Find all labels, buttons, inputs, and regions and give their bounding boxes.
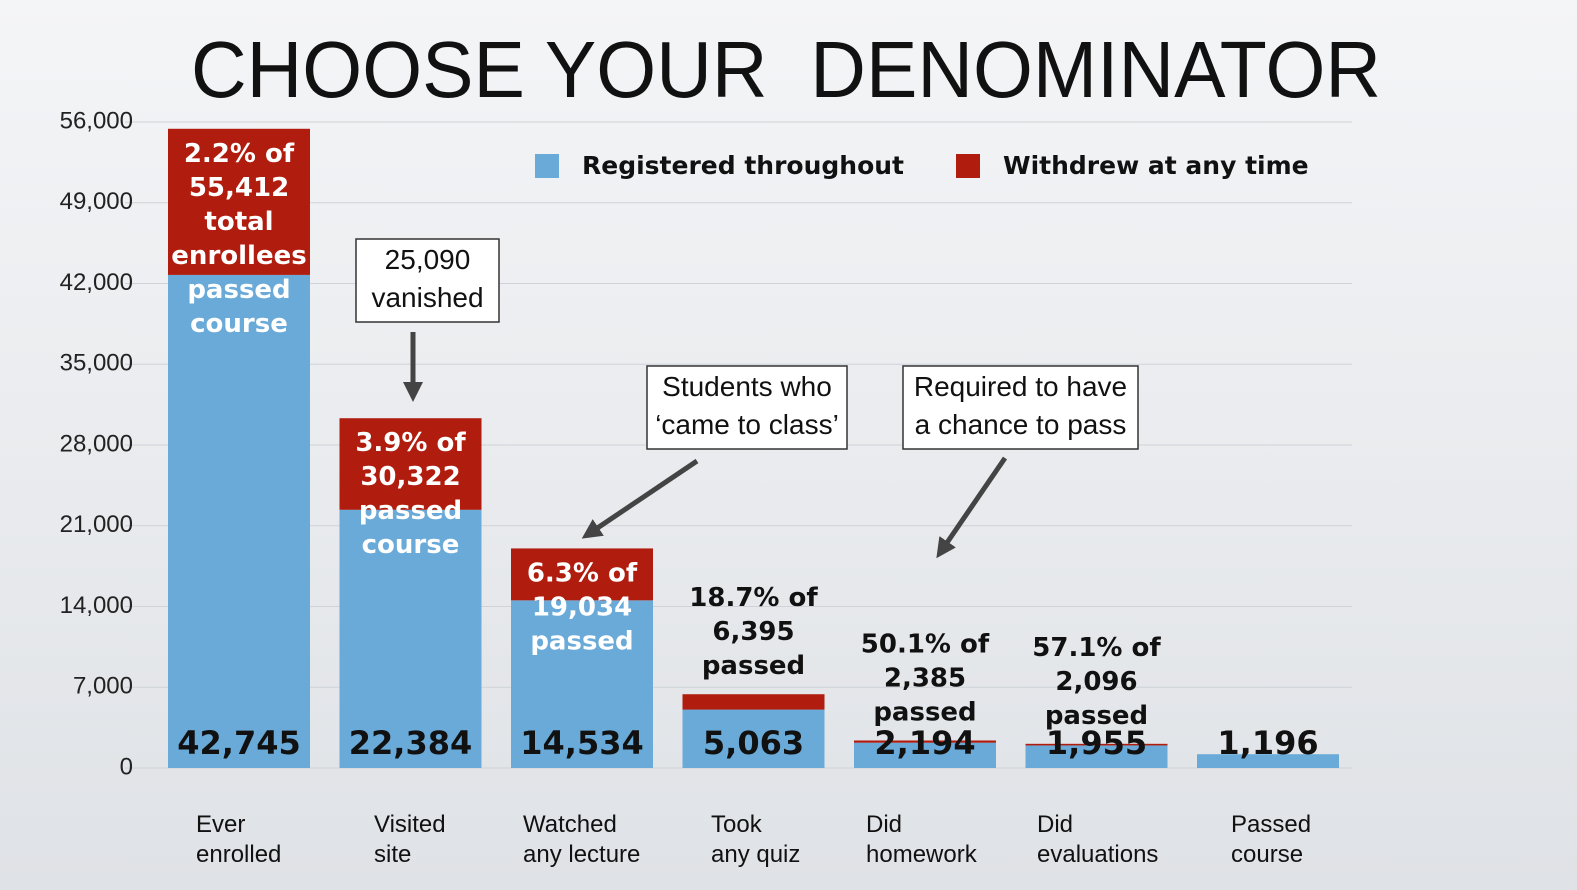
y-tick-label: 21,000 [60, 511, 133, 538]
bar-segment [168, 274, 310, 768]
bar-annotation: 18.7% of 6,395 passed [689, 583, 818, 681]
bar-segment [854, 740, 996, 743]
y-tick-label: 28,000 [60, 430, 133, 457]
callout-box [646, 365, 848, 450]
callout-box [355, 238, 500, 323]
legend-swatch [535, 154, 559, 178]
bar-segment [339, 509, 482, 768]
bar-annotation: 3.9% of 30,322 passed course [355, 428, 466, 560]
bar-annotation: 57.1% of 2,096 passed [1032, 632, 1161, 730]
value-label: 22,384 [349, 724, 472, 762]
x-tick-label: Took any quiz [711, 811, 800, 868]
bar-annotation: 50.1% of 2,385 passed [861, 629, 990, 727]
x-tick-label: Watched any lecture [523, 811, 640, 868]
bar-segment [854, 742, 996, 768]
y-tick-label: 14,000 [60, 592, 133, 619]
x-tick-label: Did homework [866, 811, 978, 868]
bar-segment [1025, 743, 1168, 746]
bar-segment [339, 418, 482, 510]
legend-label: Registered throughout [582, 151, 904, 180]
plot: 0 7,000 14,000 21,000 28,000 35,000 42,000 49,0… [60, 107, 1352, 868]
value-label: 5,063 [703, 724, 804, 762]
bar-annotation: 2.2% of 55,412 total enrollees passed course [171, 138, 306, 338]
y-tick-label: 7,000 [73, 673, 133, 700]
bar-segment [682, 709, 825, 768]
bar-segment [511, 600, 653, 768]
legend-label: Withdrew at any time [1003, 151, 1309, 180]
x-tick-label: Ever enrolled [196, 811, 281, 868]
bar-segment [1025, 745, 1168, 768]
y-tick-label: 56,000 [60, 107, 133, 134]
legend-swatch [956, 154, 980, 178]
callout-text: 25,090 vanished [371, 244, 483, 313]
callout-text: Students who ‘came to class’ [655, 371, 839, 440]
value-label: 1,196 [1217, 724, 1318, 762]
x-tick-label: Passed course [1231, 811, 1311, 868]
value-label: 1,955 [1046, 724, 1147, 762]
callout-text: Required to have a chance to pass [914, 371, 1127, 440]
bar-annotation: 6.3% of 19,034 passed [527, 558, 638, 656]
chart-title: CHOOSE YOUR DENOMINATOR [191, 25, 1381, 114]
value-label: 42,745 [177, 724, 300, 762]
bar-segment [511, 548, 653, 601]
y-tick-label: 49,000 [60, 188, 133, 215]
x-tick-label: Did evaluations [1037, 811, 1158, 868]
x-tick-label: Visited site [374, 811, 446, 868]
bar-segment [682, 694, 825, 710]
bar-segment [1197, 754, 1339, 768]
y-tick-label: 42,000 [60, 269, 133, 296]
y-tick-label: 0 [120, 753, 133, 780]
y-tick-label: 35,000 [60, 350, 133, 377]
bar-segment [168, 128, 310, 275]
callout-arrows [403, 332, 1008, 559]
value-label: 2,194 [874, 724, 975, 762]
callout-box [902, 365, 1139, 450]
value-label: 14,534 [520, 724, 643, 762]
arrow [936, 456, 1008, 559]
arrow [581, 458, 699, 539]
